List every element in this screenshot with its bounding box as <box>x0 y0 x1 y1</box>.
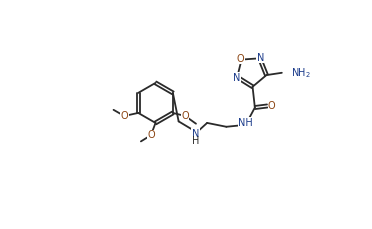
Text: N: N <box>233 73 240 83</box>
Text: NH$_2$: NH$_2$ <box>291 66 311 80</box>
Text: O: O <box>237 54 245 64</box>
Text: O: O <box>182 111 189 121</box>
Text: NH: NH <box>238 118 253 128</box>
Text: N: N <box>257 52 264 63</box>
Text: O: O <box>268 101 276 111</box>
Text: H: H <box>192 136 199 146</box>
Text: O: O <box>121 111 128 121</box>
Text: N: N <box>192 129 199 139</box>
Text: O: O <box>147 130 155 140</box>
